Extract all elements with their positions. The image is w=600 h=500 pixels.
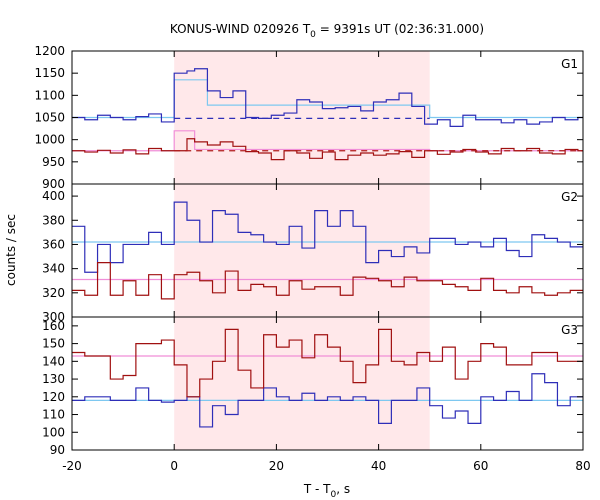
shaded-interval-g1 <box>174 51 430 184</box>
series1-step-line <box>72 201 583 273</box>
panel-label-g3: G3 <box>561 323 578 337</box>
y-tick-label: 380 <box>42 213 65 227</box>
y-tick-label: 120 <box>42 390 65 404</box>
x-tick-label: -20 <box>62 459 82 473</box>
series1-step-line <box>72 68 583 127</box>
y-tick-label: 110 <box>42 408 65 422</box>
x-tick-label: 60 <box>473 459 488 473</box>
y-tick-label: 1200 <box>34 44 65 58</box>
y-tick-label: 360 <box>42 237 65 251</box>
shaded-interval-g3 <box>174 317 430 450</box>
y-tick-label: 90 <box>50 443 65 457</box>
y-tick-label: 400 <box>42 189 65 203</box>
x-tick-label: 40 <box>371 459 386 473</box>
y-tick-label: 950 <box>42 155 65 169</box>
y-tick-label: 340 <box>42 262 65 276</box>
panel-label-g1: G1 <box>561 57 578 71</box>
chart-title: KONUS-WIND 020926 T0 = 9391s UT (02:36:3… <box>170 22 484 40</box>
y-tick-label: 320 <box>42 286 65 300</box>
y-tick-label: 900 <box>42 177 65 191</box>
text-layer: 90095010001050110011501200G1300320340360… <box>34 44 590 473</box>
series1-step-line <box>72 373 583 428</box>
panel-label-g2: G2 <box>561 190 578 204</box>
y-tick-label: 150 <box>42 337 65 351</box>
x-tick-label: 80 <box>575 459 590 473</box>
series-layer <box>72 68 583 428</box>
y-tick-label: 160 <box>42 319 65 333</box>
y-tick-label: 1150 <box>34 66 65 80</box>
panel-frame-g3 <box>71 316 584 451</box>
y-tick-label: 130 <box>42 372 65 386</box>
y-tick-label: 1000 <box>34 133 65 147</box>
y-tick-label: 300 <box>42 310 65 324</box>
y-axis-label: counts / sec <box>4 214 18 286</box>
x-axis-label: T - T0, s <box>303 482 350 500</box>
ticks-layer <box>71 50 584 451</box>
series2-step-line <box>72 138 583 161</box>
y-tick-label: 1050 <box>34 111 65 125</box>
y-tick-label: 100 <box>42 425 65 439</box>
y-tick-label: 1100 <box>34 88 65 102</box>
y-tick-label: 140 <box>42 354 65 368</box>
series2-step-line <box>72 261 583 300</box>
x-tick-label: 0 <box>170 459 178 473</box>
x-tick-label: 20 <box>269 459 284 473</box>
series2-step-line <box>72 328 583 398</box>
